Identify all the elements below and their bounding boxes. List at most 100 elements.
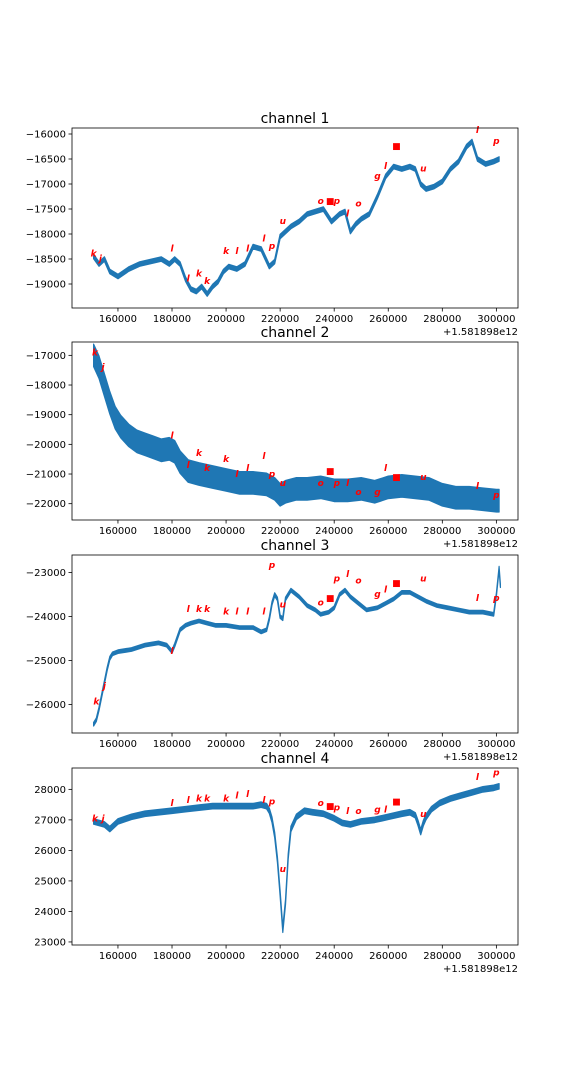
annotation-label: l xyxy=(346,479,350,489)
x-tick-label: 200000 xyxy=(207,951,245,962)
annotation-label: g xyxy=(374,488,381,498)
x-tick-label: 220000 xyxy=(261,951,299,962)
annotation-label: l xyxy=(476,126,480,136)
annotation-label: k xyxy=(223,607,230,617)
y-tick-label: −17500 xyxy=(26,205,66,216)
x-tick-label: 240000 xyxy=(315,739,353,750)
annotation-label: l xyxy=(235,247,239,257)
y-tick-label: 24000 xyxy=(34,907,66,918)
y-tick-label: −19000 xyxy=(26,410,66,421)
annotation-label: p xyxy=(268,561,276,571)
x-tick-label: 180000 xyxy=(153,951,191,962)
annotation-label: o xyxy=(355,488,361,498)
annotation-label: p xyxy=(492,594,500,604)
annotation-label: k xyxy=(196,449,203,459)
annotation-label: j xyxy=(100,814,106,824)
annotation-label: ■ xyxy=(326,197,335,207)
annotation-label: ■ xyxy=(392,579,401,589)
x-tick-label: 160000 xyxy=(99,951,137,962)
x-offset-label: +1.581898e12 xyxy=(443,327,518,338)
annotation-label: l xyxy=(246,245,250,255)
x-tick-label: 260000 xyxy=(369,314,407,325)
annotation-label: u xyxy=(280,217,287,227)
panel-title: channel 3 xyxy=(261,538,330,554)
x-tick-label: 240000 xyxy=(315,951,353,962)
annotation-label: k xyxy=(223,247,230,257)
annotation-label: l xyxy=(187,461,191,471)
y-tick-label: −26000 xyxy=(26,700,66,711)
x-tick-label: 200000 xyxy=(207,314,245,325)
annotation-label: l xyxy=(170,431,174,441)
annotation-label: o xyxy=(355,577,361,587)
x-tick-label: 260000 xyxy=(369,526,407,537)
annotation-label: p xyxy=(333,804,341,814)
annotation-label: o xyxy=(318,197,324,207)
annotation-label: l xyxy=(235,792,239,802)
x-tick-label: 220000 xyxy=(261,526,299,537)
x-tick-label: 200000 xyxy=(207,739,245,750)
x-tick-label: 180000 xyxy=(153,314,191,325)
annotation-label: l xyxy=(246,790,250,800)
x-tick-label: 220000 xyxy=(261,739,299,750)
annotation-label: u xyxy=(280,601,287,611)
y-tick-label: −21000 xyxy=(26,470,66,481)
x-tick-label: 220000 xyxy=(261,314,299,325)
series-line xyxy=(93,565,501,727)
annotation-label: l xyxy=(384,805,388,815)
annotation-label: u xyxy=(280,865,287,875)
annotation-label: o xyxy=(355,807,361,817)
annotation-label: ■ xyxy=(392,473,401,483)
annotation-label: j xyxy=(101,682,107,692)
annotation-label: l xyxy=(346,210,350,220)
panel-title: channel 2 xyxy=(261,325,330,341)
series-line xyxy=(93,343,500,513)
y-tick-label: −17000 xyxy=(26,351,66,362)
annotation-label: g xyxy=(374,172,381,182)
annotation-label: p xyxy=(492,769,500,779)
x-tick-label: 160000 xyxy=(99,314,137,325)
annotation-label: u xyxy=(280,479,287,489)
y-tick-label: 26000 xyxy=(34,846,66,857)
annotation-label: l xyxy=(187,275,191,285)
x-tick-label: 200000 xyxy=(207,526,245,537)
annotation-label: j xyxy=(100,363,106,373)
annotation-label: k xyxy=(92,814,99,824)
y-tick-label: −23000 xyxy=(26,568,66,579)
y-tick-label: −16000 xyxy=(26,130,66,141)
x-tick-label: 160000 xyxy=(99,526,137,537)
annotation-label: k xyxy=(196,795,203,805)
annotation-label: l xyxy=(235,470,239,480)
annotation-label: l xyxy=(262,235,266,245)
x-tick-label: 300000 xyxy=(477,526,515,537)
annotation-label: ■ xyxy=(392,142,401,152)
series-line xyxy=(93,138,500,297)
annotation-label: l xyxy=(384,162,388,172)
y-tick-label: −22000 xyxy=(26,499,66,510)
annotation-label: o xyxy=(318,799,324,809)
annotation-label: k xyxy=(92,348,99,358)
annotation-label: g xyxy=(374,805,381,815)
annotation-label: l xyxy=(262,452,266,462)
annotation-label: p xyxy=(492,137,500,147)
annotation-label: l xyxy=(346,807,350,817)
y-tick-label: 28000 xyxy=(34,785,66,796)
annotation-label: l xyxy=(187,796,191,806)
y-tick-label: −17000 xyxy=(26,180,66,191)
x-tick-label: 280000 xyxy=(423,951,461,962)
annotation-label: ■ xyxy=(326,467,335,477)
x-offset-label: +1.581898e12 xyxy=(443,752,518,763)
annotation-label: u xyxy=(420,810,427,820)
annotation-label: k xyxy=(223,455,230,465)
annotation-label: p xyxy=(333,197,341,207)
y-tick-label: −25000 xyxy=(26,656,66,667)
annotation-label: g xyxy=(374,590,381,600)
annotation-label: k xyxy=(93,697,100,707)
x-offset-label: +1.581898e12 xyxy=(443,964,518,975)
x-tick-label: 240000 xyxy=(315,526,353,537)
annotation-label: l xyxy=(170,799,174,809)
annotation-label: k xyxy=(196,605,203,615)
x-tick-label: 300000 xyxy=(477,739,515,750)
